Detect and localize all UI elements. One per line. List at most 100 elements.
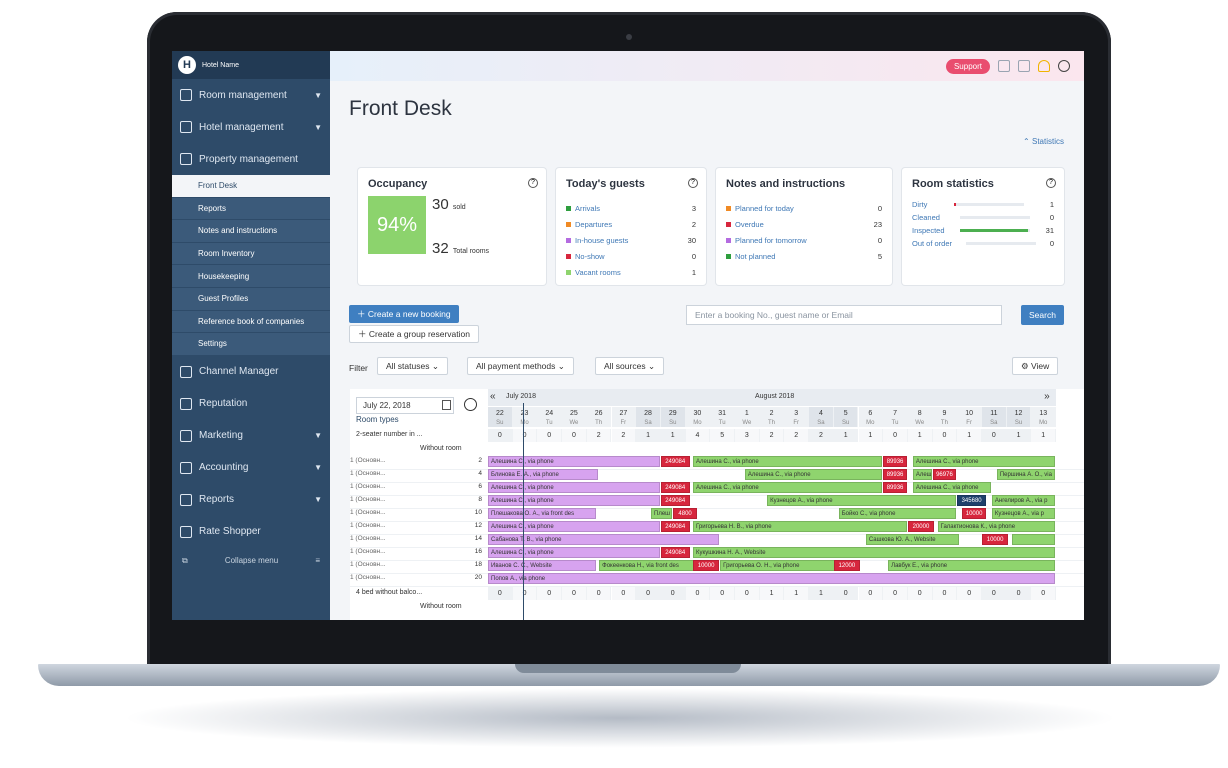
create-booking-button[interactable]: ＋ Create a new booking — [349, 305, 459, 323]
hotel-name[interactable]: Hotel Name — [202, 61, 239, 69]
sidebar-subitem[interactable]: Guest Profiles — [172, 287, 330, 311]
sidebar-item-property-management[interactable]: Property management — [172, 143, 330, 175]
sidebar-item-accounting[interactable]: Accounting ▼ — [172, 452, 330, 484]
booking-bar[interactable]: 10000 — [982, 534, 1009, 545]
booking-bar[interactable]: Кузнецов А., via phone — [767, 495, 957, 506]
booking-bar[interactable]: Алешина С., via phone — [488, 547, 660, 558]
sidebar-item-reports[interactable]: Reports ▼ — [172, 484, 330, 516]
help-icon[interactable]: ? — [1046, 178, 1056, 188]
sidebar-item-hotel-management[interactable]: Hotel management ▼ — [172, 111, 330, 143]
help-icon[interactable] — [1058, 60, 1070, 72]
booking-bar[interactable]: Кукушкина Н. А., Website — [693, 547, 1056, 558]
room-name[interactable]: 1 (Основн... — [350, 457, 386, 464]
room-name[interactable]: 1 (Основн... — [350, 574, 386, 581]
room-name[interactable]: 1 (Основн... — [350, 496, 386, 503]
notes-row[interactable]: Planned for today 0 — [726, 204, 882, 213]
tray-icon[interactable] — [998, 60, 1010, 72]
booking-bar[interactable]: 20000 — [907, 521, 935, 532]
support-button[interactable]: Support — [945, 58, 990, 74]
room-name[interactable]: 1 (Основн... — [350, 535, 386, 542]
booking-bar[interactable]: Блинова Е. А., via phone — [488, 469, 599, 480]
sidebar-subitem[interactable]: Housekeeping — [172, 265, 330, 288]
notes-row[interactable]: Overdue 23 — [726, 220, 882, 229]
room-stat-row[interactable]: Inspected 31 — [912, 226, 1054, 235]
next-arrow-icon[interactable]: » — [1044, 391, 1050, 402]
room-group-2[interactable]: 4 bed without balco... — [356, 589, 423, 596]
booking-bar[interactable]: 10000 — [962, 508, 986, 519]
collapse-menu-button[interactable]: ⧉ Collapse menu ≡ — [172, 548, 330, 574]
room-stat-row[interactable]: Out of order 0 — [912, 239, 1054, 248]
booking-bar[interactable]: Григорьева Н. В., via phone — [693, 521, 907, 532]
guests-row[interactable]: No-show 0 — [566, 252, 696, 261]
search-button[interactable]: Search — [1021, 305, 1064, 325]
mail-icon[interactable] — [1018, 60, 1030, 72]
booking-bar[interactable]: Алешина С., via phone — [912, 456, 1056, 467]
sidebar-subitem[interactable]: Notes and instructions — [172, 220, 330, 243]
sidebar-subitem[interactable]: Reports — [172, 197, 330, 221]
booking-bar[interactable]: Ангелиров А., via p — [991, 495, 1056, 506]
room-name[interactable]: 1 (Основн... — [350, 561, 386, 568]
room-types-header[interactable]: Room types — [356, 415, 399, 424]
hotel-logo[interactable]: H — [178, 56, 196, 74]
sidebar-subitem[interactable]: Front Desk — [172, 175, 330, 198]
booking-search-input[interactable]: Enter a booking No., guest name or Email — [686, 305, 1002, 325]
date-picker[interactable]: July 22, 2018 — [356, 397, 454, 414]
booking-bar[interactable]: Алешина С., via phone — [912, 482, 991, 493]
booking-bar[interactable]: Фокеенкова Н., via front des — [599, 560, 700, 571]
room-group-1[interactable]: 2-seater number in ... — [356, 431, 423, 438]
status-filter[interactable]: All statuses ⌄ — [377, 357, 448, 375]
group-reservation-button[interactable]: ＋ Create a group reservation — [349, 325, 479, 343]
booking-bar[interactable]: Галактионова К., via phone — [937, 521, 1056, 532]
guests-row[interactable]: Departures 2 — [566, 220, 696, 229]
booking-bar[interactable]: Алешина С., via phone — [693, 482, 883, 493]
sidebar-item-reputation[interactable]: Reputation — [172, 388, 330, 420]
sidebar-item-room-management[interactable]: Room management ▼ — [172, 79, 330, 111]
statistics-toggle[interactable]: ⌃ Statistics — [1023, 137, 1064, 146]
booking-bar[interactable]: Алешина С., via phone — [488, 495, 660, 506]
booking-bar[interactable]: 249084 — [660, 495, 690, 506]
booking-bar[interactable]: Першина А. О., via p — [996, 469, 1056, 480]
booking-bar[interactable]: Алеш — [912, 469, 932, 480]
bell-icon[interactable] — [1038, 60, 1050, 72]
room-stat-row[interactable]: Dirty 1 — [912, 200, 1054, 209]
booking-bar[interactable]: 345680 — [957, 495, 986, 506]
booking-bar[interactable]: Иванов С. С., Website — [488, 560, 596, 571]
booking-bar[interactable]: Алешина С., via phone — [744, 469, 883, 480]
help-icon[interactable]: ? — [528, 178, 538, 188]
calendar-icon[interactable] — [442, 400, 451, 410]
guests-row[interactable]: Arrivals 3 — [566, 204, 696, 213]
sidebar-item-marketing[interactable]: Marketing ▼ — [172, 420, 330, 452]
booking-bar[interactable]: 12000 — [833, 560, 860, 571]
booking-bar[interactable]: 4800 — [673, 508, 697, 519]
sidebar-item-channel-manager[interactable]: Channel Manager — [172, 356, 330, 388]
clock-icon[interactable] — [464, 398, 477, 411]
sidebar-subitem[interactable]: Reference book of companies — [172, 310, 330, 334]
prev-arrow-icon[interactable]: « — [490, 391, 496, 402]
room-name[interactable]: 1 (Основн... — [350, 483, 386, 490]
room-name[interactable]: 1 (Основн... — [350, 522, 386, 529]
booking-bar[interactable] — [1011, 534, 1056, 545]
booking-bar[interactable]: Алешина С., via phone — [693, 456, 883, 467]
source-filter[interactable]: All sources ⌄ — [595, 357, 665, 375]
booking-bar[interactable]: Бойко С., via phone — [838, 508, 957, 519]
sidebar-subitem[interactable]: Settings — [172, 333, 330, 356]
booking-bar[interactable]: Кузнецов А., via p — [991, 508, 1056, 519]
sidebar-item-rate-shopper[interactable]: Rate Shopper — [172, 516, 330, 548]
booking-bar[interactable]: Сашкова Ю. А., Website — [865, 534, 959, 545]
room-name[interactable]: 1 (Основн... — [350, 509, 386, 516]
guests-row[interactable]: In-house guests 30 — [566, 236, 696, 245]
sidebar-subitem[interactable]: Room Inventory — [172, 242, 330, 266]
booking-bar[interactable]: 249084 — [660, 521, 690, 532]
booking-bar[interactable]: 249084 — [660, 547, 690, 558]
payment-filter[interactable]: All payment methods ⌄ — [467, 357, 574, 375]
booking-bar[interactable]: Алешина С., via phone — [488, 456, 660, 467]
booking-bar[interactable]: 10000 — [693, 560, 720, 571]
booking-bar[interactable]: Алешина С., via phone — [488, 521, 660, 532]
booking-bar[interactable]: Плеш — [651, 508, 673, 519]
booking-bar[interactable]: Лавбук Е., via phone — [888, 560, 1056, 571]
help-icon[interactable]: ? — [688, 178, 698, 188]
notes-row[interactable]: Not planned 5 — [726, 252, 882, 261]
booking-bar[interactable]: 96976 — [932, 469, 957, 480]
view-button[interactable]: ⚙ View — [1012, 357, 1059, 375]
guests-row[interactable]: Vacant rooms 1 — [566, 268, 696, 277]
